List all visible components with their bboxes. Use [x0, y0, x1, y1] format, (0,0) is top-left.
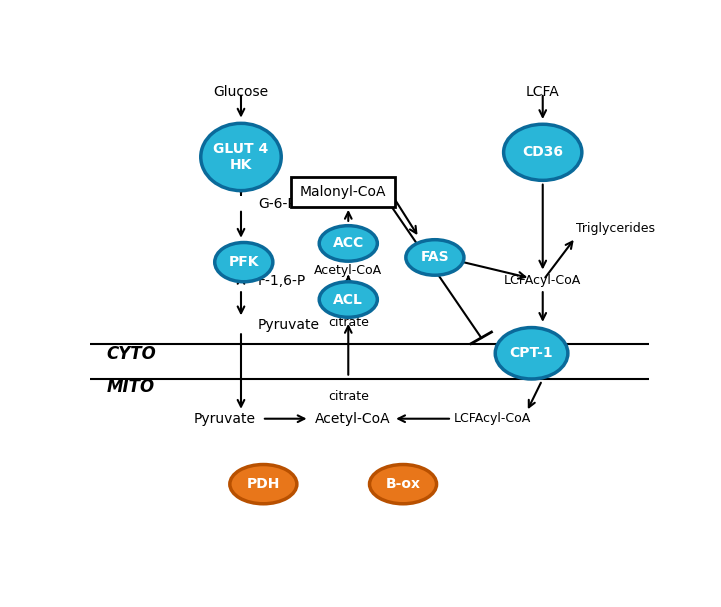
Text: Acetyl-CoA: Acetyl-CoA — [314, 263, 382, 277]
Text: B-ox: B-ox — [386, 477, 420, 491]
Text: Pyruvate: Pyruvate — [193, 412, 255, 426]
Text: G-6-P: G-6-P — [258, 197, 296, 211]
FancyBboxPatch shape — [291, 177, 394, 207]
Text: citrate: citrate — [328, 316, 368, 330]
Ellipse shape — [406, 240, 464, 275]
Text: PFK: PFK — [229, 255, 259, 269]
Text: citrate: citrate — [328, 390, 368, 403]
Text: LCFAcyl-CoA: LCFAcyl-CoA — [504, 274, 581, 287]
Ellipse shape — [495, 328, 568, 379]
Ellipse shape — [319, 282, 377, 317]
Text: Glucose: Glucose — [213, 84, 268, 98]
Text: Acetyl-CoA: Acetyl-CoA — [315, 412, 391, 426]
Ellipse shape — [230, 464, 297, 504]
Text: CYTO: CYTO — [107, 345, 156, 363]
Text: Malonyl-CoA: Malonyl-CoA — [300, 185, 386, 198]
Text: MITO: MITO — [107, 378, 155, 396]
Text: FAS: FAS — [420, 251, 449, 265]
Text: CD36: CD36 — [522, 145, 563, 159]
Text: F-1,6-P: F-1,6-P — [258, 274, 306, 288]
Text: PDH: PDH — [247, 477, 280, 491]
Text: LCFAcyl-CoA: LCFAcyl-CoA — [454, 412, 531, 426]
Ellipse shape — [370, 464, 437, 504]
Text: ACL: ACL — [333, 293, 363, 307]
Ellipse shape — [215, 243, 273, 282]
Text: LCFA: LCFA — [526, 84, 559, 98]
Text: CPT-1: CPT-1 — [510, 346, 554, 361]
Text: Pyruvate: Pyruvate — [258, 318, 319, 332]
Text: ACC: ACC — [332, 237, 364, 251]
Text: Triglycerides: Triglycerides — [576, 222, 655, 234]
Ellipse shape — [503, 124, 582, 180]
Ellipse shape — [200, 123, 281, 191]
Text: GLUT 4
HK: GLUT 4 HK — [213, 142, 269, 172]
Ellipse shape — [319, 226, 377, 261]
